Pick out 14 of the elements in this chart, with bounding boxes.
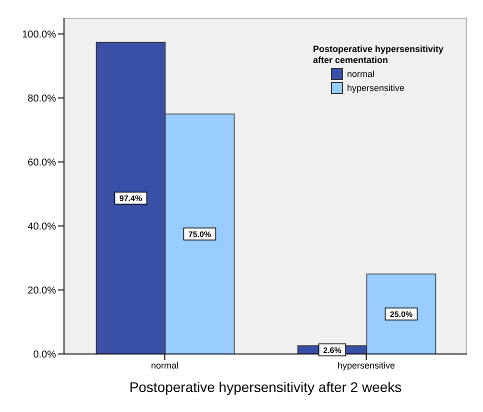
data-label: 25.0% xyxy=(390,310,413,319)
legend-title: Postoperative hypersensitivity after cementation xyxy=(313,44,445,66)
legend-label: normal xyxy=(347,69,375,79)
data-label: 2.6% xyxy=(323,346,342,355)
y-tick-label: 0.0% xyxy=(33,350,56,361)
data-label: 75.0% xyxy=(188,230,212,239)
y-tick-label: 80.0% xyxy=(28,94,56,105)
y-tick-label: 60.0% xyxy=(28,158,56,169)
y-tick-label: 20.0% xyxy=(28,286,56,297)
data-label: 97.4% xyxy=(119,194,142,204)
legend-label: hypersensitive xyxy=(347,83,405,93)
x-axis-title: Postoperative hypersensitivity after 2 weeks xyxy=(129,379,402,395)
y-tick-label: 100.0% xyxy=(22,30,56,41)
y-tick-label: 40.0% xyxy=(28,222,56,233)
